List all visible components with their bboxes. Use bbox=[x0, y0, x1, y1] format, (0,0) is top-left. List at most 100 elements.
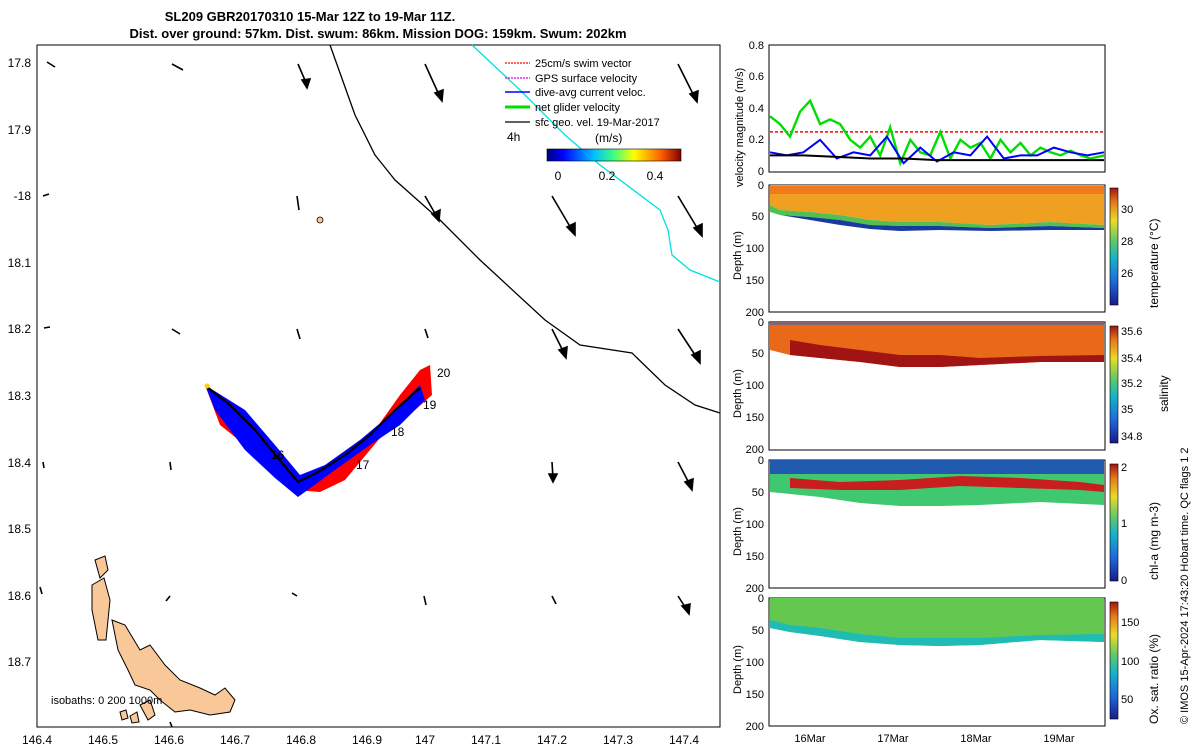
chl-cticks: 2 1 0 bbox=[1121, 462, 1127, 587]
chl-ctick: 1 bbox=[1121, 518, 1127, 530]
velocity-series-dive-avg-current bbox=[769, 134, 1105, 165]
day-label-17: 17 bbox=[356, 458, 370, 472]
time-x-tick: 18Mar bbox=[960, 733, 992, 745]
map-y-tick: 17.8 bbox=[8, 56, 32, 70]
sfc-velocity-arrows bbox=[39, 61, 703, 728]
vel-y-tick: 0.6 bbox=[749, 71, 764, 83]
map-frame bbox=[36, 44, 721, 728]
depth-tick: 50 bbox=[752, 348, 764, 360]
chl-clabel: chl-a (mg m-3) bbox=[1147, 502, 1161, 580]
map-x-tick: 146.7 bbox=[220, 733, 250, 747]
legend-label: net glider velocity bbox=[535, 102, 620, 114]
map-y-tick: 18.4 bbox=[8, 456, 32, 470]
map-x-tick: 146.6 bbox=[154, 733, 184, 747]
legend-scale-label: 4h bbox=[507, 130, 520, 144]
chlorophyll-panel: 2 1 0 chl-a (mg m-3) Depth (m) 0 50 100 … bbox=[732, 455, 1161, 595]
sal-ctick: 35 bbox=[1121, 404, 1133, 416]
depth-tick: 150 bbox=[746, 412, 764, 424]
chl-ctick: 2 bbox=[1121, 462, 1127, 474]
ox-ctick: 50 bbox=[1121, 694, 1133, 706]
sal-ctick: 34.8 bbox=[1121, 431, 1142, 443]
depth-tick: 0 bbox=[758, 593, 764, 605]
velocity-ylabel: velocity magnitude (m/s) bbox=[734, 68, 746, 187]
legend-label: dive-avg current veloc. bbox=[535, 87, 646, 99]
sal-ctick: 35.2 bbox=[1121, 378, 1142, 390]
depth-tick: 0 bbox=[758, 180, 764, 192]
temperature-surface-layer bbox=[770, 186, 1104, 194]
colorbar-tick: 0.2 bbox=[599, 169, 616, 183]
chl-yticks: 0 50 100 150 200 bbox=[746, 455, 764, 595]
depth-tick: 200 bbox=[746, 307, 764, 319]
vel-y-tick: 0.2 bbox=[749, 134, 764, 146]
salinity-ylabel: Depth (m) bbox=[732, 369, 744, 418]
map-y-tick: 18.1 bbox=[8, 256, 32, 270]
credit-text: © IMOS 15-Apr-2024 17:43:20 Hobart time.… bbox=[1179, 447, 1191, 724]
salinity-deep-layer bbox=[790, 340, 1104, 367]
time-x-tick: 19Mar bbox=[1043, 733, 1075, 745]
map-legend: 25cm/s swim vector GPS surface velocity … bbox=[505, 58, 682, 183]
map-x-tick: 147.1 bbox=[471, 733, 501, 747]
map-y-ticks: 17.8 17.9 -18 18.1 18.2 18.3 18.4 18.5 1… bbox=[8, 56, 32, 669]
map-panel: 16 17 18 19 20 isobaths: 0 200 1000m 17.… bbox=[8, 44, 721, 747]
depth-tick: 50 bbox=[752, 487, 764, 499]
isobath-line bbox=[329, 44, 721, 414]
land-masses bbox=[91, 555, 236, 724]
map-y-tick: 18.7 bbox=[8, 655, 32, 669]
glider-start-marker bbox=[204, 383, 210, 389]
salinity-surface-dots bbox=[770, 321, 1104, 325]
temperature-cticks: 30 28 26 bbox=[1121, 204, 1133, 280]
day-label-16: 16 bbox=[271, 448, 285, 462]
temp-ctick: 28 bbox=[1121, 236, 1133, 248]
depth-tick: 200 bbox=[746, 583, 764, 595]
time-x-tick: 17Mar bbox=[877, 733, 909, 745]
vel-y-tick: 0 bbox=[758, 166, 764, 178]
map-x-tick: 147.2 bbox=[537, 733, 567, 747]
temperature-ylabel: Depth (m) bbox=[732, 231, 744, 280]
velocity-y-ticks: 0 0.2 0.4 0.6 0.8 bbox=[749, 40, 764, 178]
isobaths-label: isobaths: 0 200 1000m bbox=[51, 695, 162, 707]
ox-lower-layer bbox=[770, 620, 1104, 646]
depth-tick: 100 bbox=[746, 519, 764, 531]
velocity-series-net-glider-velocity bbox=[769, 98, 1105, 167]
ox-ylabel: Depth (m) bbox=[732, 645, 744, 694]
salinity-yticks: 0 50 100 150 200 bbox=[746, 317, 764, 456]
ox-ctick: 150 bbox=[1121, 617, 1139, 629]
map-x-tick: 146.4 bbox=[22, 733, 52, 747]
day-label-18: 18 bbox=[391, 425, 405, 439]
temperature-panel: 30 28 26 temperature (°C) Depth (m) 0 50… bbox=[732, 180, 1161, 319]
chl-surface-low bbox=[770, 460, 1104, 474]
time-x-ticks: 16Mar 17Mar 18Mar 19Mar bbox=[794, 733, 1075, 745]
title-line-1: SL209 GBR20170310 15-Mar 12Z to 19-Mar 1… bbox=[165, 9, 455, 24]
temperature-warm-layer bbox=[770, 185, 1104, 225]
chl-ylabel: Depth (m) bbox=[732, 507, 744, 556]
chl-colorbar bbox=[1109, 463, 1119, 582]
colorbar-tick: 0.4 bbox=[647, 169, 664, 183]
map-x-tick: 146.9 bbox=[352, 733, 382, 747]
colorbar-tick: 0 bbox=[555, 169, 562, 183]
temperature-yticks: 0 50 100 150 200 bbox=[746, 180, 764, 319]
depth-tick: 100 bbox=[746, 657, 764, 669]
day-label-19: 19 bbox=[423, 398, 437, 412]
depth-tick: 150 bbox=[746, 689, 764, 701]
speed-colorbar bbox=[546, 148, 682, 162]
map-y-tick: 18.6 bbox=[8, 589, 32, 603]
depth-tick: 0 bbox=[758, 317, 764, 329]
velocity-series-GPS-surface-velocity bbox=[770, 154, 1104, 162]
ox-yticks: 0 50 100 150 200 bbox=[746, 593, 764, 733]
cyan-isobath-line bbox=[471, 44, 721, 283]
map-x-ticks: 146.4 146.5 146.6 146.7 146.8 146.9 147 … bbox=[22, 733, 699, 747]
velocity-series-group bbox=[769, 98, 1105, 167]
title-line-2: Dist. over ground: 57km. Dist. swum: 86k… bbox=[129, 26, 626, 41]
depth-tick: 200 bbox=[746, 444, 764, 456]
ox-cticks: 150 100 50 bbox=[1121, 617, 1139, 706]
map-x-tick: 147.4 bbox=[669, 733, 699, 747]
legend-label: 25cm/s swim vector bbox=[535, 58, 632, 70]
colorbar-unit: (m/s) bbox=[595, 131, 622, 145]
map-y-tick: 18.3 bbox=[8, 389, 32, 403]
sal-ctick: 35.4 bbox=[1121, 353, 1142, 365]
glider-track bbox=[206, 386, 421, 484]
salinity-cticks: 35.6 35.4 35.2 35 34.8 bbox=[1121, 326, 1142, 443]
legend-label: GPS surface velocity bbox=[535, 73, 638, 85]
map-x-tick: 146.8 bbox=[286, 733, 316, 747]
